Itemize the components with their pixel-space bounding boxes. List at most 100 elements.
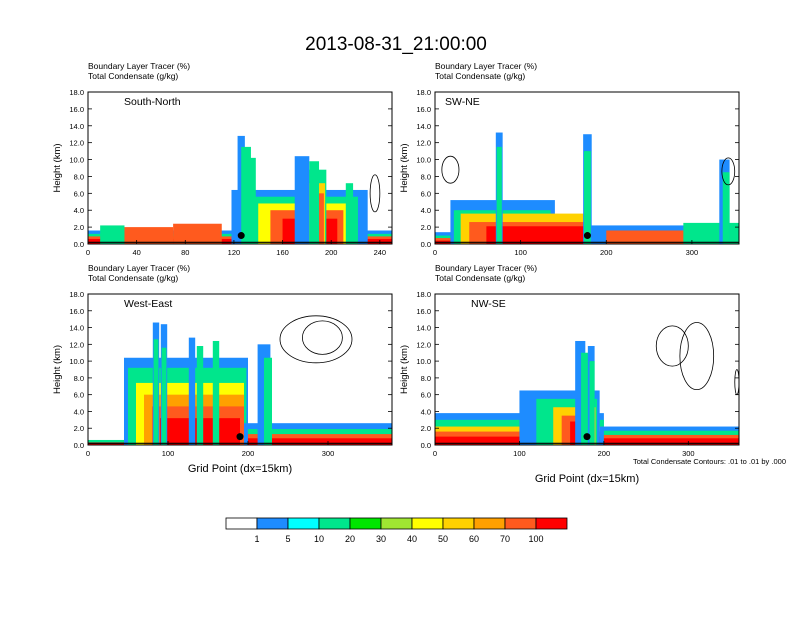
x-tick-label: 200 xyxy=(600,248,613,257)
plot-frame xyxy=(87,293,393,446)
colorbar-swatch xyxy=(535,517,568,530)
tracer-region xyxy=(603,438,739,445)
x-tick-label: 0 xyxy=(433,449,437,458)
condensate-contour xyxy=(655,325,689,367)
x-tick-label: 120 xyxy=(228,248,241,257)
convective-column xyxy=(496,146,502,244)
x-tick-label: 100 xyxy=(162,449,175,458)
colorbar-swatch xyxy=(411,517,444,530)
colorbar-label: 10 xyxy=(314,534,324,544)
y-tick-label: 0.0 xyxy=(421,240,431,249)
y-tick-label: 4.0 xyxy=(421,206,431,215)
y-tick-label: 16.0 xyxy=(69,307,84,316)
y-tick-label: 16.0 xyxy=(69,105,84,114)
figure-title: 2013-08-31_21:00:00 xyxy=(305,34,487,55)
y-tick-label: 12.0 xyxy=(416,139,431,148)
x-tick-label: 100 xyxy=(513,449,526,458)
convective-column xyxy=(161,347,167,445)
panel-header-line: Boundary Layer Tracer (%) xyxy=(435,263,537,273)
y-tick-label: 8.0 xyxy=(74,374,84,383)
tracer-region xyxy=(100,225,125,244)
tracer-region xyxy=(173,223,222,244)
panel-header-line: Boundary Layer Tracer (%) xyxy=(88,263,190,273)
convective-column xyxy=(212,340,220,445)
x-tick-label: 0 xyxy=(433,248,437,257)
y-axis-label: Height (km) xyxy=(399,143,410,192)
panel-header-line: Total Condensate (g/kg) xyxy=(88,273,178,283)
x-tick-label: 80 xyxy=(181,248,189,257)
panel-label: South-North xyxy=(124,96,181,108)
x-axis-label-bottom-left: Grid Point (dx=15km) xyxy=(188,463,292,475)
panel-south-north: Boundary Layer Tracer (%)Total Condensat… xyxy=(52,61,393,257)
colorbar-label: 1 xyxy=(254,534,259,544)
y-tick-label: 18.0 xyxy=(416,88,431,97)
y-axis-label: Height (km) xyxy=(52,345,63,394)
y-tick-label: 16.0 xyxy=(416,105,431,114)
y-tick-label: 14.0 xyxy=(416,324,431,333)
panel-header-line: Total Condensate (g/kg) xyxy=(435,71,525,81)
colorbar-label: 30 xyxy=(376,534,386,544)
panel-sw-ne: Boundary Layer Tracer (%)Total Condensat… xyxy=(399,61,740,257)
location-marker xyxy=(583,433,591,441)
y-tick-label: 6.0 xyxy=(74,391,84,400)
location-marker xyxy=(583,232,591,240)
y-tick-label: 8.0 xyxy=(421,374,431,383)
y-tick-label: 10.0 xyxy=(69,156,84,165)
convective-column xyxy=(309,161,320,244)
panel-header-line: Total Condensate (g/kg) xyxy=(88,71,178,81)
y-tick-label: 12.0 xyxy=(69,340,84,349)
y-tick-label: 12.0 xyxy=(69,139,84,148)
y-tick-label: 18.0 xyxy=(416,290,431,299)
tracer-region xyxy=(486,226,585,244)
convective-column xyxy=(581,352,590,445)
colorbar-label: 100 xyxy=(528,534,543,544)
convective-column xyxy=(264,357,272,445)
x-tick-label: 200 xyxy=(242,449,255,458)
colorbar-label: 20 xyxy=(345,534,355,544)
panel-header-line: Boundary Layer Tracer (%) xyxy=(435,61,537,71)
panel-label: NW-SE xyxy=(471,298,506,310)
y-tick-label: 2.0 xyxy=(74,223,84,232)
y-tick-label: 4.0 xyxy=(74,407,84,416)
convective-column xyxy=(188,337,196,445)
y-tick-label: 14.0 xyxy=(69,122,84,131)
y-tick-label: 10.0 xyxy=(416,156,431,165)
y-tick-label: 16.0 xyxy=(416,307,431,316)
y-tick-label: 18.0 xyxy=(69,290,84,299)
y-tick-label: 2.0 xyxy=(421,223,431,232)
colorbar-label: 70 xyxy=(500,534,510,544)
convective-column xyxy=(589,361,595,445)
convective-column xyxy=(722,172,730,244)
panel-west-east: Boundary Layer Tracer (%)Total Condensat… xyxy=(52,263,393,458)
y-tick-label: 4.0 xyxy=(74,206,84,215)
convective-column xyxy=(241,146,251,244)
x-tick-label: 200 xyxy=(598,449,611,458)
convective-column xyxy=(584,151,591,244)
shaded-field xyxy=(88,315,392,445)
condensate-contour xyxy=(734,369,739,396)
y-tick-label: 6.0 xyxy=(74,189,84,198)
plot-frame xyxy=(434,91,740,245)
convective-column xyxy=(153,339,159,445)
y-tick-label: 14.0 xyxy=(416,122,431,131)
convective-column xyxy=(196,346,204,445)
convective-column xyxy=(345,183,354,244)
x-tick-label: 300 xyxy=(322,449,335,458)
colorbar-label: 40 xyxy=(407,534,417,544)
y-tick-label: 0.0 xyxy=(74,441,84,450)
y-tick-label: 0.0 xyxy=(421,441,431,450)
y-tick-label: 8.0 xyxy=(421,172,431,181)
condensate-contour xyxy=(301,320,343,355)
y-tick-label: 18.0 xyxy=(69,88,84,97)
colorbar-label: 5 xyxy=(285,534,290,544)
panel-nw-se: Boundary Layer Tracer (%)Total Condensat… xyxy=(399,263,740,458)
colorbar-swatch xyxy=(504,517,537,530)
panel-label: West-East xyxy=(124,298,172,310)
y-axis-label: Height (km) xyxy=(52,143,63,192)
x-tick-label: 100 xyxy=(514,248,527,257)
colorbar-label: 60 xyxy=(469,534,479,544)
location-marker xyxy=(236,433,244,441)
y-tick-label: 6.0 xyxy=(421,391,431,400)
condensate-contour xyxy=(679,322,715,391)
